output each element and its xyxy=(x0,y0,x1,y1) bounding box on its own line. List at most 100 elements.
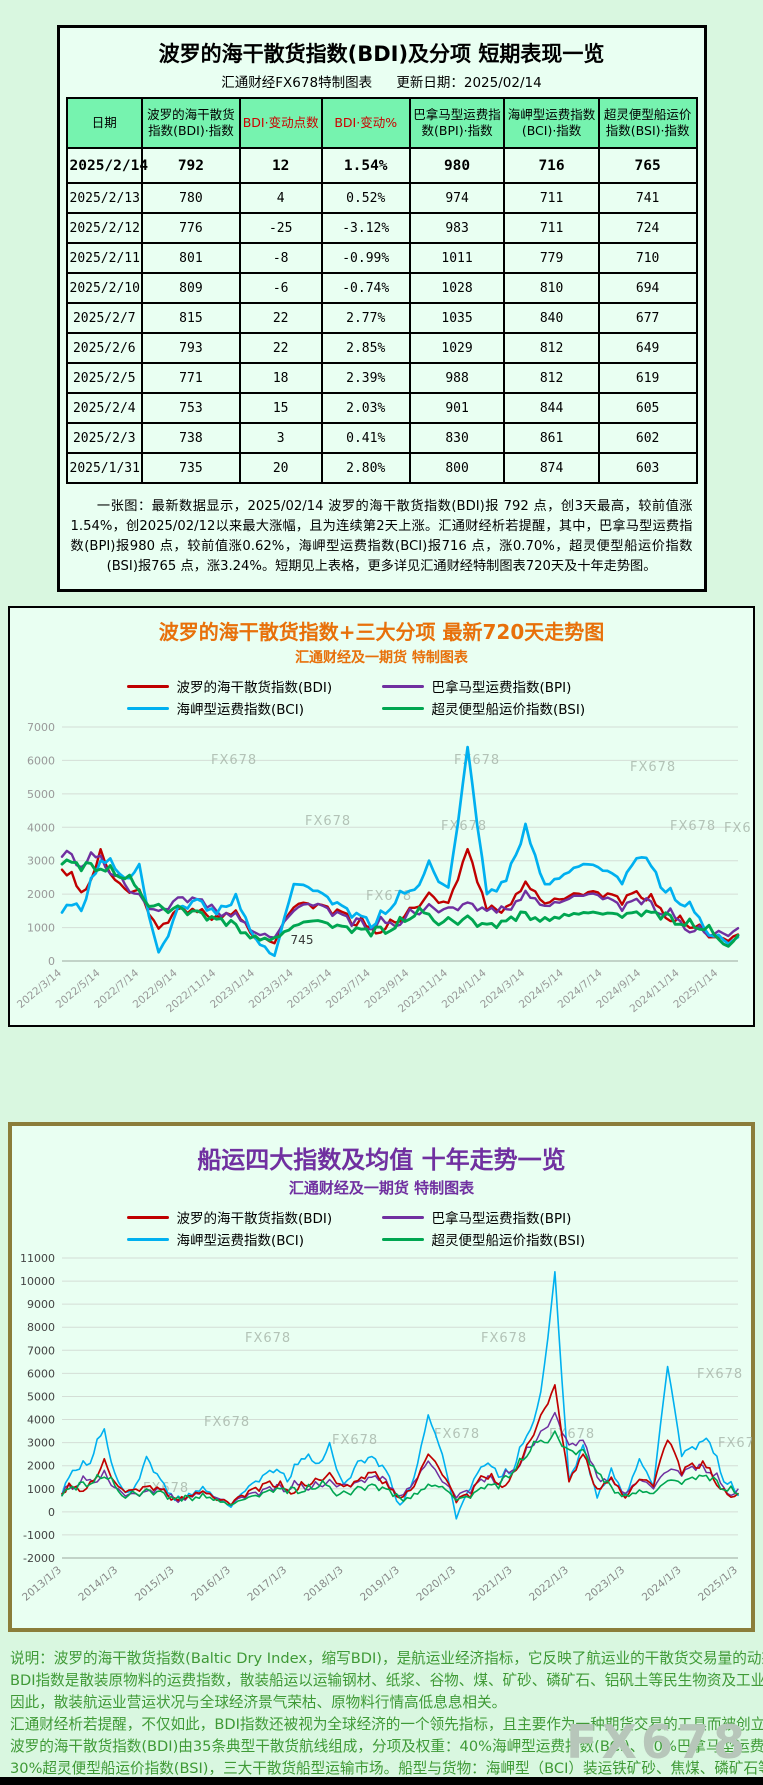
table-cell: 844 xyxy=(503,392,600,424)
table-cell: 603 xyxy=(597,452,698,484)
table-cell: 2025/2/11 xyxy=(65,242,144,274)
table-cell: 22 xyxy=(238,332,323,364)
svg-text:9000: 9000 xyxy=(27,1298,55,1311)
svg-text:FX678: FX678 xyxy=(332,1433,378,1448)
svg-text:FX678: FX678 xyxy=(549,1427,595,1442)
svg-text:2014/1/3: 2014/1/3 xyxy=(76,1564,120,1604)
table-cell: -6 xyxy=(238,272,323,304)
legend-label-bsi: 超灵便型船运价指数(BSI) xyxy=(431,702,586,718)
explanation-line: BDI指数是散装原物料的运费指数，散装船运以运输钢材、纸浆、谷物、煤、矿砂、磷矿… xyxy=(10,1672,763,1689)
table-cell: 2025/2/12 xyxy=(65,212,144,244)
svg-text:FX678: FX678 xyxy=(305,814,351,829)
table-cell: 2025/2/13 xyxy=(65,182,144,214)
table-cell: 810 xyxy=(503,272,600,304)
table-cell: 1011 xyxy=(408,242,506,274)
table-row: 2025/2/12 776 -25 -3.12% 983 711 724 xyxy=(65,212,698,244)
table-cell: 800 xyxy=(408,452,506,484)
svg-text:6000: 6000 xyxy=(27,754,55,767)
chart2-legend: 波罗的海干散货指数(BDI) 巴拿马型运费指数(BPI) 海岬型运费指数(BCI… xyxy=(12,1206,751,1250)
table-row: 2025/2/3 738 3 0.41% 830 861 602 xyxy=(65,422,698,454)
svg-text:2018/1/3: 2018/1/3 xyxy=(302,1564,346,1604)
svg-text:FX678: FX678 xyxy=(718,1436,752,1451)
table-cell: 20 xyxy=(238,452,323,484)
chart2-title: 船运四大指数及均值 十年走势一览 xyxy=(197,1146,566,1174)
table-cell: 901 xyxy=(408,392,506,424)
table-row: 2025/2/13 780 4 0.52% 974 711 741 xyxy=(65,182,698,214)
table-cell: 711 xyxy=(503,212,600,244)
table-cell: 735 xyxy=(141,452,241,484)
table-row: 2025/2/10 809 -6 -0.74% 1028 810 694 xyxy=(65,272,698,304)
legend-swatch-bpi xyxy=(381,1215,424,1219)
legend-swatch-bci xyxy=(126,1237,169,1241)
table-row: 2025/2/14 792 12 1.54% 980 716 765 xyxy=(65,147,698,184)
svg-text:3000: 3000 xyxy=(27,1437,55,1450)
legend-label-bpi: 巴拿马型运费指数(BPI) xyxy=(431,680,572,696)
legend-item-bpi: 巴拿马型运费指数(BPI) xyxy=(381,675,637,697)
column-header: BDI·变动点数 xyxy=(238,97,323,149)
legend-swatch-bsi xyxy=(381,1237,424,1241)
table-cell: 1.54% xyxy=(320,147,411,184)
table-row: 2025/2/7 815 22 2.77% 1035 840 677 xyxy=(65,302,698,334)
chart1-legend: 波罗的海干散货指数(BDI) 巴拿马型运费指数(BPI) 海岬型运费指数(BCI… xyxy=(10,675,753,719)
table-cell: -8 xyxy=(238,242,323,274)
page-title: 波罗的海干散货指数(BDI)及分项 短期表现一览 xyxy=(158,42,605,66)
svg-text:FX678: FX678 xyxy=(366,889,412,904)
table-cell: 765 xyxy=(597,147,698,184)
table-cell: 2025/2/10 xyxy=(65,272,144,304)
table-cell: 741 xyxy=(597,182,698,214)
update-date-label: 更新日期：2025/02/14 xyxy=(396,75,542,91)
svg-text:2019/1/3: 2019/1/3 xyxy=(358,1564,402,1604)
table-cell: 12 xyxy=(238,147,323,184)
svg-text:FX678: FX678 xyxy=(204,1415,250,1430)
svg-text:2023/1/3: 2023/1/3 xyxy=(583,1564,627,1604)
svg-text:5000: 5000 xyxy=(27,1390,55,1403)
summary-note: 一张图：最新数据显示，2025/02/14 波罗的海干散货指数(BDI)报 79… xyxy=(70,499,693,574)
table-cell: 840 xyxy=(503,302,600,334)
table-cell: 602 xyxy=(597,422,698,454)
explanation-line: 波罗的海干散货指数(BDI)由35条典型干散货航线组成，分项及权重：40%海岬型… xyxy=(10,1738,763,1755)
legend-swatch-bpi xyxy=(381,684,424,688)
legend-label-bpi: 巴拿马型运费指数(BPI) xyxy=(431,1211,572,1227)
svg-text:FX678: FX678 xyxy=(441,819,487,834)
svg-text:745: 745 xyxy=(290,933,313,947)
svg-text:3000: 3000 xyxy=(27,855,55,868)
table-cell: 983 xyxy=(408,212,506,244)
bdi-data-table: 日期 波罗的海干散货指数(BDI)·指数 BDI·变动点数 BDI·变动% 巴拿马型运费… xyxy=(65,97,698,484)
table-cell: 2.03% xyxy=(320,392,411,424)
svg-text:2020/1/3: 2020/1/3 xyxy=(414,1564,458,1604)
table-cell: 776 xyxy=(141,212,241,244)
table-cell: 792 xyxy=(141,147,241,184)
legend-label-bdi: 波罗的海干散货指数(BDI) xyxy=(176,680,333,696)
svg-text:2000: 2000 xyxy=(27,1460,55,1473)
svg-text:2000: 2000 xyxy=(27,888,55,901)
table-cell: 779 xyxy=(503,242,600,274)
svg-text:FX678: FX678 xyxy=(697,1367,743,1382)
explanation-line: 说明：波罗的海干散货指数(Baltic Dry Index，缩写BDI)，是航运… xyxy=(10,1650,763,1667)
bottom-bar xyxy=(0,1777,763,1785)
svg-text:-2000: -2000 xyxy=(23,1552,55,1565)
table-cell: 780 xyxy=(141,182,241,214)
svg-text:FX678: FX678 xyxy=(454,753,500,768)
column-header: 巴拿马型运费指数(BPI)·指数 xyxy=(408,97,506,149)
legend-swatch-bdi xyxy=(126,684,169,688)
column-header: BDI·变动% xyxy=(320,97,411,149)
table-cell: 874 xyxy=(503,452,600,484)
trend-chart-720d-box: 波罗的海干散货指数+三大分项 最新720天走势图 汇通财经及一期货 特制图表 波… xyxy=(8,606,755,1027)
svg-text:2016/1/3: 2016/1/3 xyxy=(189,1564,233,1604)
svg-text:FX678: FX678 xyxy=(630,760,676,775)
table-cell: 710 xyxy=(597,242,698,274)
table-cell: 2025/1/31 xyxy=(65,452,144,484)
explanation-text: 说明：波罗的海干散货指数(Baltic Dry Index，缩写BDI)，是航运… xyxy=(10,1648,763,1785)
legend-swatch-bdi xyxy=(126,1215,169,1219)
table-cell: 1028 xyxy=(408,272,506,304)
svg-text:FX678: FX678 xyxy=(434,1427,480,1442)
svg-text:11000: 11000 xyxy=(20,1252,55,1265)
table-cell: -0.99% xyxy=(320,242,411,274)
explanation-line: 30%超灵便型船运价指数(BSI)，三大干散货船型运输市场。船型与货物：海岬型（… xyxy=(10,1760,763,1777)
svg-text:FX678: FX678 xyxy=(481,1331,527,1346)
table-cell: 830 xyxy=(408,422,506,454)
source-label: 汇通财经FX678特制图表 xyxy=(221,75,373,91)
table-cell: 988 xyxy=(408,362,506,394)
explanation-line: 因此，散装航运业营运状况与全球经济景气荣枯、原物料行情高低息息相关。 xyxy=(10,1694,507,1711)
svg-text:1000: 1000 xyxy=(27,922,55,935)
